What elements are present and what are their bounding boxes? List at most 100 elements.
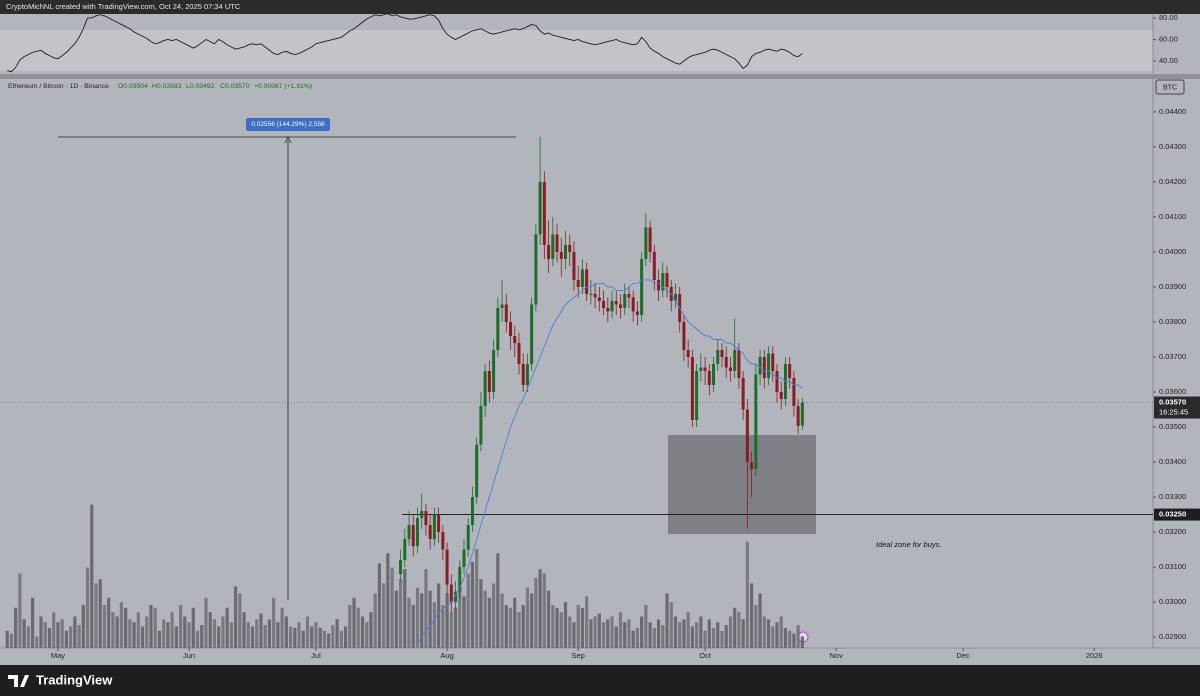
candle-body	[593, 293, 597, 298]
candle-body	[699, 367, 703, 372]
currency: BTC	[1163, 84, 1177, 91]
volume-bar	[322, 630, 327, 648]
volume-bar	[686, 612, 690, 648]
volume-bar	[695, 622, 699, 648]
volume-bar	[652, 627, 656, 648]
volume-bar	[661, 625, 665, 648]
volume-bar	[707, 619, 711, 648]
candle-body	[470, 497, 474, 526]
candle-body	[492, 349, 496, 393]
x-tick-label: Jun	[183, 651, 195, 660]
candle-body	[754, 374, 758, 470]
symbol-title: Ethereum / Bitcoin · 1D · Binance	[8, 83, 109, 90]
y-tick-label: 0.03300	[1159, 492, 1186, 501]
volume-bar	[466, 573, 470, 648]
credit: CryptoMichNL created with TradingView.co…	[6, 2, 241, 11]
volume-bar	[585, 596, 589, 648]
buy-zone	[668, 435, 816, 534]
candle-body	[597, 297, 601, 301]
rsi-tick-label: 60.00	[1159, 34, 1178, 43]
volume-bar	[546, 590, 551, 648]
volume-bar	[107, 597, 111, 648]
candle-body	[407, 525, 411, 540]
candle-body	[610, 300, 614, 312]
rsi-tick-label: 40.00	[1159, 56, 1178, 65]
candle-body	[716, 349, 720, 364]
candle-body	[572, 251, 576, 280]
volume-bar	[369, 612, 373, 648]
volume-bar	[145, 616, 149, 648]
candle-body	[432, 514, 436, 540]
volume-bar	[572, 622, 576, 648]
candle-body	[538, 181, 542, 235]
volume-bar	[775, 622, 779, 648]
candle-body	[631, 297, 635, 312]
volume-bar	[724, 625, 728, 648]
volume-bar	[26, 626, 30, 648]
volume-bar	[555, 607, 559, 648]
y-tick-label: 0.04200	[1159, 177, 1186, 186]
volume-bar	[365, 622, 369, 648]
candle-body	[580, 269, 584, 287]
candle-body	[733, 349, 737, 372]
volume-bar	[360, 616, 365, 648]
volume-bar	[191, 607, 195, 648]
volume-bar	[77, 625, 81, 648]
volume-bar	[9, 633, 14, 648]
zone-label: Ideal zone for buys.	[876, 540, 941, 549]
volume-bar	[504, 604, 508, 648]
y-tick-label: 0.03200	[1159, 527, 1186, 536]
volume-bar	[623, 622, 627, 648]
volume-bar	[335, 619, 339, 648]
candle-body	[762, 356, 766, 379]
x-tick-label: Sep	[572, 651, 585, 660]
candle-body	[525, 364, 529, 386]
volume-bar	[669, 602, 673, 648]
candle-body	[568, 244, 572, 252]
candle-body	[437, 514, 441, 533]
volume-bar	[593, 616, 597, 648]
volume-bar	[140, 626, 145, 648]
logo-icon	[8, 675, 29, 687]
volume-bar	[415, 587, 420, 648]
volume-bar	[238, 593, 242, 648]
y-tick-label: 0.03800	[1159, 317, 1186, 326]
volume-bar	[437, 583, 441, 648]
volume-bar	[644, 604, 648, 648]
volume-bar	[703, 630, 707, 648]
volume-bar	[640, 616, 644, 648]
volume-bar	[508, 607, 513, 648]
volume-bar	[98, 579, 102, 648]
volume-bar	[128, 619, 132, 648]
volume-bar	[136, 612, 140, 648]
ohlc-value: +0.00067 (+1.91%)	[254, 83, 312, 90]
volume-bar	[610, 616, 614, 648]
candle-body	[475, 444, 479, 498]
candle-body	[690, 356, 694, 421]
volume-bar	[157, 630, 162, 648]
volume-bar	[690, 626, 694, 648]
y-tick-label: 0.04300	[1159, 142, 1186, 151]
volume-bar	[35, 636, 39, 648]
volume-bar	[737, 612, 741, 648]
candle-body	[745, 409, 749, 463]
volume-bar	[394, 590, 398, 648]
volume-bar	[314, 622, 318, 648]
volume-bar	[343, 626, 348, 648]
volume-bar	[115, 616, 119, 648]
volume-bar	[559, 612, 563, 648]
volume-bar	[521, 604, 525, 648]
volume-bar	[204, 597, 208, 648]
volume-bar	[635, 627, 640, 648]
candle-body	[530, 304, 534, 364]
volume-bar	[462, 596, 466, 648]
volume-bar	[491, 583, 496, 648]
volume-bar	[673, 616, 678, 648]
candle-body	[399, 560, 403, 575]
candle-body	[720, 349, 724, 357]
ohlc-value: H0.03583	[152, 83, 182, 90]
x-tick-label: Dec	[956, 651, 970, 660]
volume-bar	[382, 583, 386, 648]
volume-bar	[267, 619, 272, 648]
